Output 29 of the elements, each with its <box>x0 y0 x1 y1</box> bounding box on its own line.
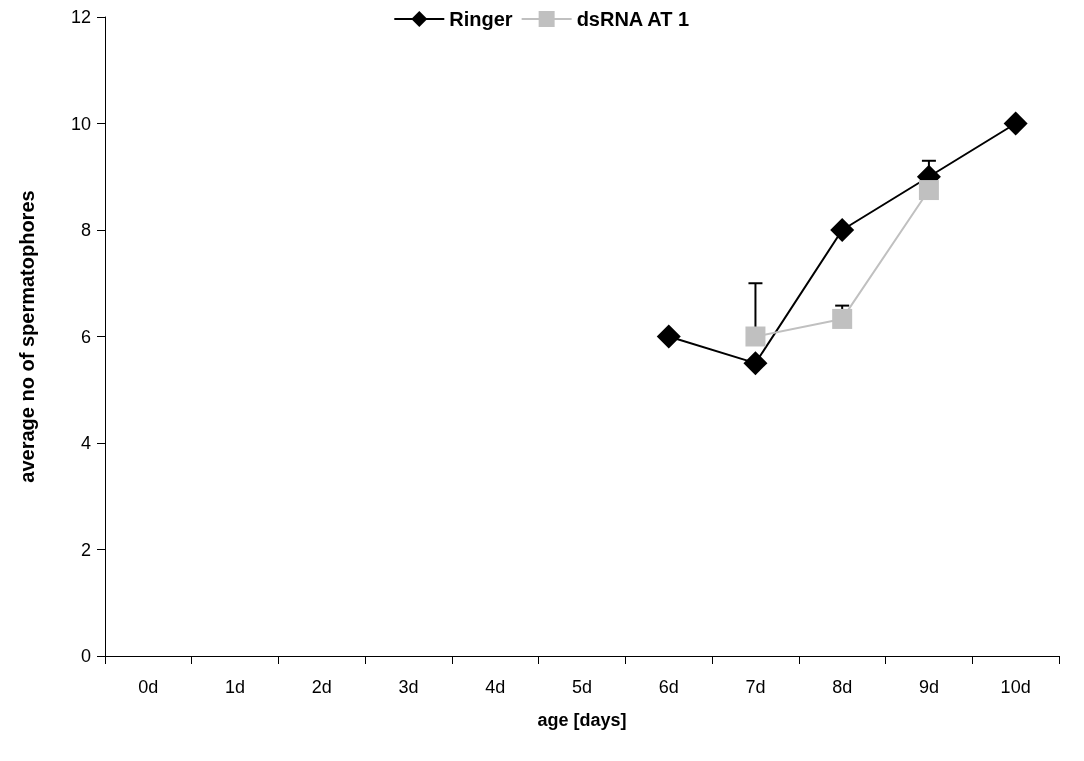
legend-label: dsRNA AT 1 <box>576 8 690 30</box>
y-tick-label: 10 <box>70 113 91 134</box>
y-tick-label: 4 <box>80 433 91 453</box>
point <box>656 324 681 349</box>
x-tick-label: 6d <box>658 677 679 697</box>
x-tick-label: 4d <box>485 677 506 697</box>
point <box>743 351 768 376</box>
point <box>918 180 939 201</box>
x-tick-label: 8d <box>832 677 853 697</box>
x-tick-label: 0d <box>138 677 159 697</box>
point <box>830 218 855 242</box>
point <box>832 308 853 329</box>
x-tick-label: 9d <box>918 677 939 697</box>
legend-label: Ringer <box>449 8 513 30</box>
y-tick-label: 6 <box>80 326 91 347</box>
y-tick-label: 2 <box>80 539 91 560</box>
x-tick-label: 7d <box>745 677 766 697</box>
x-axis-title: age [days] <box>537 710 627 730</box>
x-tick-label: 3d <box>398 677 419 697</box>
point <box>1003 111 1028 136</box>
y-tick-label: 12 <box>70 7 91 27</box>
y-axis-title: average no of spermatophores <box>16 190 38 483</box>
point <box>745 326 766 347</box>
x-tick-label: 10d <box>1000 677 1031 697</box>
x-tick-label: 2d <box>311 677 332 697</box>
y-tick-label: 0 <box>80 646 91 666</box>
x-tick-label: 5d <box>571 677 593 697</box>
y-tick-label: 8 <box>80 220 91 240</box>
x-tick-label: 1d <box>225 677 246 697</box>
